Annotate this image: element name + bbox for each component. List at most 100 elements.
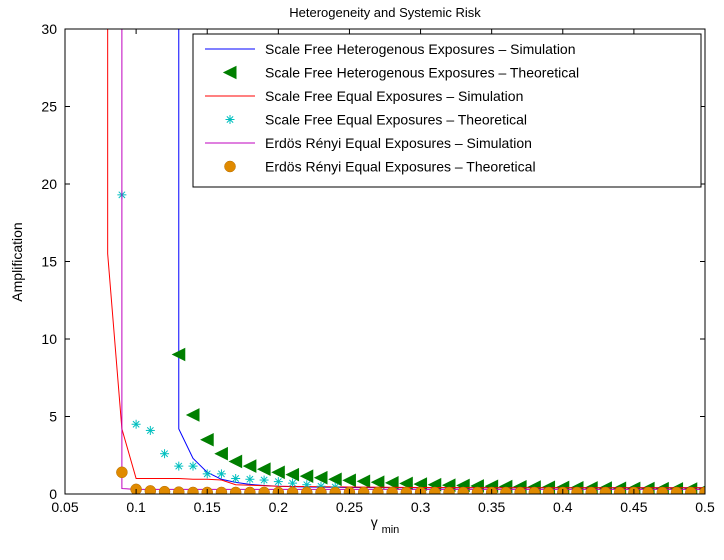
asterisk-stroke xyxy=(161,450,169,458)
data-point xyxy=(256,462,271,477)
asterisk-stroke xyxy=(175,462,183,470)
data-point xyxy=(131,419,141,429)
data-point xyxy=(145,425,155,435)
data-point xyxy=(242,459,257,473)
legend-entry: Erdös Rényi Equal Exposures – Simulation xyxy=(205,135,532,151)
legend-label: Erdös Rényi Equal Exposures – Simulation xyxy=(265,135,532,151)
data-point xyxy=(571,486,583,494)
data-point xyxy=(685,486,697,494)
data-point xyxy=(173,486,185,494)
data-point xyxy=(116,466,128,479)
data-point xyxy=(188,461,198,471)
data-point xyxy=(613,486,626,494)
asterisk-stroke xyxy=(232,474,240,483)
y-tick-label: 30 xyxy=(41,21,57,37)
data-point xyxy=(471,486,484,494)
x-axis-label-main: γ xyxy=(371,514,378,530)
data-point xyxy=(699,486,705,494)
x-tick-label: 0.1 xyxy=(126,499,146,515)
data-point xyxy=(315,486,327,494)
data-point xyxy=(258,486,270,494)
data-point xyxy=(215,486,228,494)
series-3 xyxy=(107,29,705,489)
asterisk-stroke xyxy=(246,475,254,483)
x-tick-label: 0.3 xyxy=(411,499,431,515)
y-tick-label: 15 xyxy=(41,254,57,270)
legend-entry: Scale Free Heterogenous Exposures – Theo… xyxy=(222,65,579,81)
data-point xyxy=(286,486,299,494)
x-axis-label: γ min xyxy=(371,514,400,536)
data-point xyxy=(329,486,341,494)
data-point xyxy=(599,486,612,494)
asterisk-stroke xyxy=(274,478,282,486)
legend: Scale Free Heterogenous Exposures – Simu… xyxy=(192,33,702,188)
series-line xyxy=(107,29,705,489)
data-point xyxy=(245,474,255,484)
data-point xyxy=(585,486,597,494)
data-point xyxy=(357,486,370,494)
data-point xyxy=(342,473,356,488)
y-axis: 0 5 10 15 20 25 30 xyxy=(41,21,705,502)
data-point xyxy=(370,475,385,490)
data-point xyxy=(356,474,371,489)
data-point xyxy=(400,486,413,494)
data-point xyxy=(244,486,256,494)
legend-marker-swatch xyxy=(222,65,237,80)
data-point xyxy=(288,478,298,488)
data-point xyxy=(670,486,683,494)
data-point xyxy=(386,486,398,494)
data-point xyxy=(642,486,654,494)
data-point xyxy=(214,446,228,461)
x-tick-label: 0.25 xyxy=(336,499,363,515)
legend-marker-swatch xyxy=(225,115,235,124)
series-layer xyxy=(107,29,705,494)
data-point xyxy=(656,486,669,494)
data-point xyxy=(514,486,526,494)
asterisk-stroke xyxy=(146,426,154,434)
data-point xyxy=(185,408,200,422)
data-point xyxy=(187,486,199,494)
data-point xyxy=(328,472,342,487)
legend-entry: Scale Free Equal Exposures – Simulation xyxy=(205,88,523,104)
data-point xyxy=(443,486,455,494)
data-point xyxy=(160,449,170,459)
data-point xyxy=(542,486,555,494)
asterisk-stroke xyxy=(203,470,211,478)
data-point xyxy=(299,469,314,483)
data-point xyxy=(313,470,328,485)
data-point xyxy=(384,476,399,490)
data-point xyxy=(171,347,186,362)
asterisk-stroke xyxy=(189,462,197,470)
data-point xyxy=(429,486,441,494)
y-tick-label: 0 xyxy=(49,486,57,502)
data-point xyxy=(200,432,214,447)
y-axis-label: Amplification xyxy=(9,222,25,301)
data-point xyxy=(457,486,469,494)
data-point xyxy=(273,477,283,487)
data-point xyxy=(528,486,541,494)
x-tick-label: 0.05 xyxy=(51,499,78,515)
data-point xyxy=(500,486,512,494)
asterisk-stroke xyxy=(132,420,140,428)
y-tick-label: 10 xyxy=(41,331,57,347)
data-point xyxy=(271,465,285,480)
data-point xyxy=(259,475,269,485)
legend-marker-swatch xyxy=(224,160,236,173)
legend-label: Scale Free Heterogenous Exposures – Simu… xyxy=(265,41,576,57)
x-axis: 0.05 0.1 0.15 0.2 0.25 0.3 0.35 0.4 0.45 0.5 xyxy=(51,29,715,515)
x-tick-label: 0.45 xyxy=(620,499,647,515)
data-point xyxy=(372,486,384,494)
y-tick-label: 5 xyxy=(49,409,57,425)
data-point xyxy=(231,474,241,483)
asterisk-stroke xyxy=(226,115,234,124)
legend-label: Erdös Rényi Equal Exposures – Theoretica… xyxy=(265,159,536,175)
legend-box xyxy=(192,33,702,188)
data-point xyxy=(174,461,184,471)
x-tick-label: 0.4 xyxy=(553,499,573,515)
data-point xyxy=(229,486,242,494)
y-tick-label: 25 xyxy=(41,99,57,115)
chart-title: Heterogeneity and Systemic Risk xyxy=(289,5,481,20)
data-point xyxy=(399,476,413,491)
